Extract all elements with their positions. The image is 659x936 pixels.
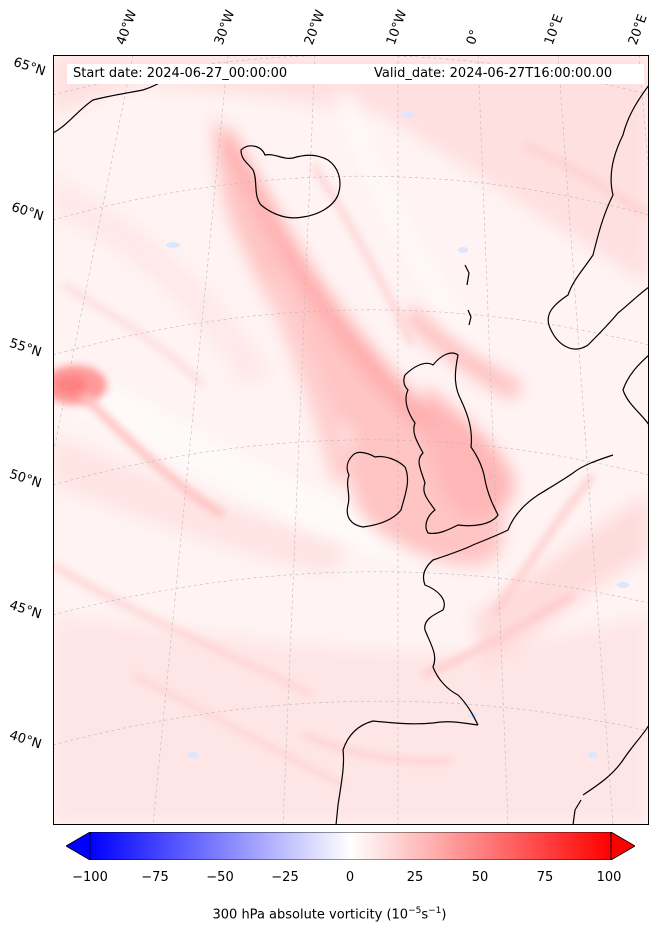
vorticity-high-streak <box>213 115 523 566</box>
lon-label-10w: 10°W <box>383 8 411 47</box>
colorbar-tick-label: −50 <box>206 870 234 885</box>
lon-label-40w: 40°W <box>113 8 141 47</box>
lon-label-30w: 30°W <box>211 8 239 47</box>
lat-label-65n: 65°N <box>11 55 48 80</box>
colorbar-tick-label: 50 <box>471 870 489 885</box>
lat-label-40n: 40°N <box>7 728 44 753</box>
coast-ireland <box>346 451 409 528</box>
colorbar-tick-label: −100 <box>72 870 108 885</box>
coast-iberia-east <box>582 724 649 796</box>
lat-label-55n: 55°N <box>7 336 44 361</box>
coast-norway <box>547 84 649 350</box>
lat-label-50n: 50°N <box>7 467 44 492</box>
colorbar <box>66 832 635 860</box>
colorbar-extend-max <box>610 832 635 860</box>
vorticity-map <box>53 55 649 825</box>
map-canvas <box>53 55 649 825</box>
coast-iceland <box>240 145 341 219</box>
colorbar-tick-label: −25 <box>271 870 299 885</box>
colorbar-extend-min <box>66 832 91 860</box>
lon-label-10e: 10°E <box>541 12 567 48</box>
coast-great-britain <box>403 352 499 535</box>
colorbar-label: 300 hPa absolute vorticity (10−5s−1) <box>212 906 447 923</box>
start-date-label: Start date: 2024-06-27_00:00:00 <box>67 64 373 84</box>
coast-northern-isles <box>464 264 472 326</box>
colorbar-tick-label: 100 <box>596 870 622 885</box>
colorbar-tick-label: 25 <box>406 870 424 885</box>
coast-france <box>422 454 614 726</box>
colorbar-gradient <box>89 832 612 860</box>
coast-balearic <box>572 799 582 825</box>
coast-denmark <box>622 354 649 426</box>
colorbar-tick-label: 0 <box>345 870 355 885</box>
lat-label-60n: 60°N <box>9 200 46 225</box>
lon-label-20e: 20°E <box>625 12 651 48</box>
lat-label-45n: 45°N <box>7 598 44 623</box>
coast-iberia-north <box>335 720 479 825</box>
colorbar-tick-label: 75 <box>536 870 554 885</box>
lon-label-20w: 20°W <box>301 8 329 47</box>
lon-label-0: 0° <box>463 27 484 47</box>
colorbar-tick-label: −75 <box>141 870 169 885</box>
valid-date-label: Valid_date: 2024-06-27T16:00:00.00 <box>367 64 644 84</box>
vorticity-west-blob <box>53 365 107 405</box>
vorticity-streaks <box>53 141 649 788</box>
